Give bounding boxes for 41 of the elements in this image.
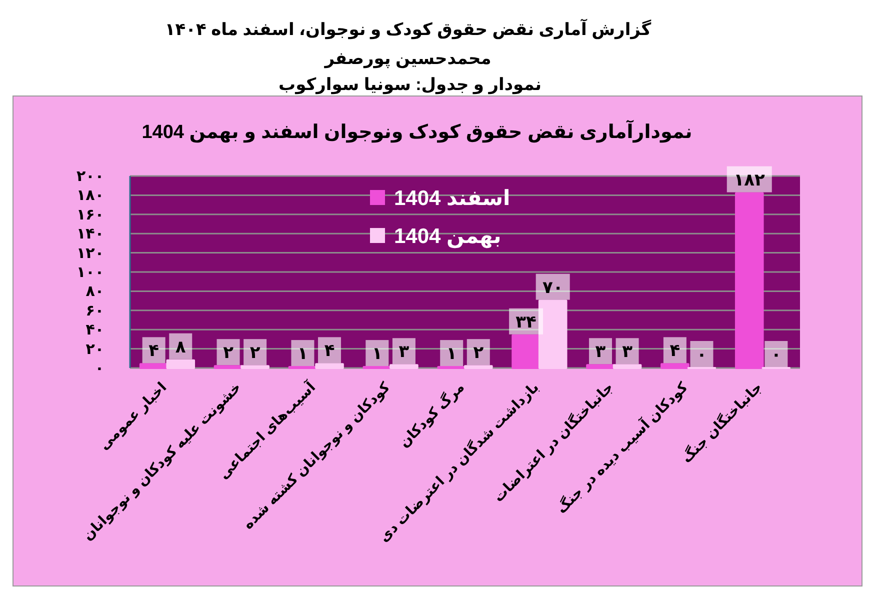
data-label: ۰ [770, 345, 782, 364]
data-label: ۲ [473, 343, 484, 362]
y-tick-label: ۴۰ [86, 322, 104, 339]
y-tick-label: ۲۰ [86, 340, 104, 358]
legend-label: اسفند 1404 [394, 187, 510, 210]
data-label: ۸ [175, 337, 186, 356]
data-label: ۱۸۲ [734, 170, 766, 190]
bar [612, 364, 642, 369]
data-label: ۳ [595, 342, 606, 362]
bar [315, 363, 344, 369]
y-tick-label: ۲۰۰ [76, 168, 104, 185]
y-tick-label: ۰ [94, 360, 104, 377]
y-tick-label: ۶۰ [86, 302, 104, 320]
data-label: ۱ [446, 344, 457, 364]
data-label: ۴ [324, 341, 335, 360]
y-tick-label: ۱۶۰ [76, 206, 104, 224]
chart-subtitle: محمدحسین پورصفر [324, 49, 492, 69]
bar [586, 364, 615, 369]
legend-label: بهمن 1404 [394, 225, 502, 249]
data-label: ۷۰ [542, 278, 564, 297]
y-tick-label: ۱۰۰ [76, 264, 104, 281]
data-label: ۱ [298, 344, 308, 364]
data-label: ۳ [622, 342, 634, 362]
y-tick-label: ۱۸۰ [76, 187, 104, 204]
data-label: ۳۴ [516, 312, 536, 332]
data-label: ۴ [148, 341, 160, 360]
y-tick-label: ۱۲۰ [76, 244, 104, 262]
text: نمودارآماری نقض حقوق کودک ونوجوان اسفند و بهمن 1404 [142, 119, 692, 143]
data-label: ۱ [372, 344, 382, 364]
y-tick-label: ۸۰ [86, 283, 104, 300]
bar [660, 363, 690, 369]
chart-title: گزارش آماری نقض حقوق کودک و نوجوان، اسفند ماه ۱۴۰۴ [164, 18, 652, 40]
data-label: ۰ [696, 345, 707, 364]
data-label: ۲ [250, 343, 261, 362]
bar [390, 364, 418, 369]
y-tick-label: ۱۴۰ [76, 226, 104, 243]
text: نمودار و جدول: سونیا سوارکوب [278, 75, 542, 95]
data-label: ۳ [398, 342, 410, 362]
bar [139, 363, 168, 369]
data-label: ۴ [670, 341, 680, 360]
data-label: ۲ [223, 343, 234, 362]
